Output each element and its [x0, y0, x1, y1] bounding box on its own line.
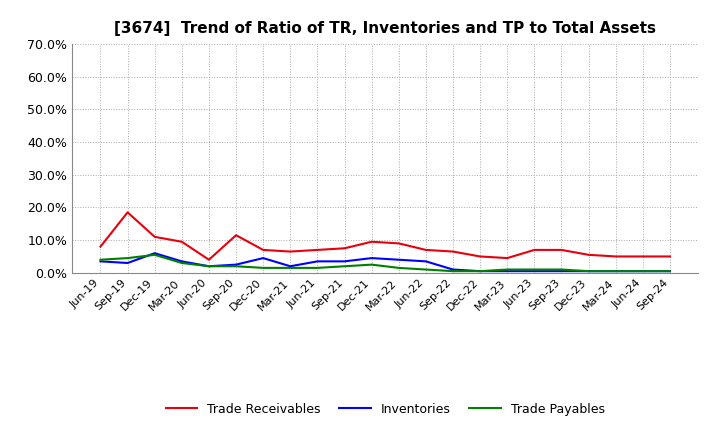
Trade Receivables — [341, 246, 349, 251]
Line: Trade Payables: Trade Payables — [101, 255, 670, 271]
Trade Payables — [341, 264, 349, 269]
Trade Payables — [96, 257, 105, 262]
Inventories — [421, 259, 430, 264]
Trade Receivables — [96, 244, 105, 249]
Trade Receivables — [178, 239, 186, 244]
Line: Inventories: Inventories — [101, 253, 670, 271]
Inventories — [639, 268, 647, 274]
Inventories — [204, 264, 213, 269]
Inventories — [367, 256, 376, 261]
Trade Receivables — [286, 249, 294, 254]
Trade Payables — [421, 267, 430, 272]
Trade Receivables — [367, 239, 376, 244]
Trade Payables — [530, 267, 539, 272]
Inventories — [259, 256, 268, 261]
Trade Receivables — [421, 247, 430, 253]
Trade Receivables — [584, 252, 593, 257]
Trade Receivables — [123, 210, 132, 215]
Trade Payables — [503, 267, 511, 272]
Legend: Trade Receivables, Inventories, Trade Payables: Trade Receivables, Inventories, Trade Pa… — [161, 398, 610, 421]
Trade Payables — [557, 267, 566, 272]
Trade Payables — [123, 256, 132, 261]
Trade Receivables — [639, 254, 647, 259]
Inventories — [611, 268, 620, 274]
Trade Receivables — [665, 254, 674, 259]
Inventories — [665, 268, 674, 274]
Trade Payables — [476, 268, 485, 274]
Trade Receivables — [313, 247, 322, 253]
Trade Receivables — [476, 254, 485, 259]
Trade Payables — [204, 264, 213, 269]
Title: [3674]  Trend of Ratio of TR, Inventories and TP to Total Assets: [3674] Trend of Ratio of TR, Inventories… — [114, 21, 656, 36]
Inventories — [476, 268, 485, 274]
Inventories — [178, 259, 186, 264]
Inventories — [232, 262, 240, 267]
Trade Receivables — [395, 241, 403, 246]
Trade Receivables — [503, 256, 511, 261]
Inventories — [557, 268, 566, 274]
Trade Receivables — [611, 254, 620, 259]
Trade Payables — [150, 252, 159, 257]
Inventories — [150, 250, 159, 256]
Inventories — [286, 264, 294, 269]
Trade Payables — [584, 268, 593, 274]
Inventories — [395, 257, 403, 262]
Trade Payables — [313, 265, 322, 271]
Trade Payables — [259, 265, 268, 271]
Inventories — [503, 268, 511, 274]
Trade Payables — [395, 265, 403, 271]
Trade Payables — [367, 262, 376, 267]
Trade Receivables — [449, 249, 457, 254]
Trade Receivables — [204, 257, 213, 262]
Trade Payables — [665, 268, 674, 274]
Inventories — [530, 268, 539, 274]
Inventories — [449, 267, 457, 272]
Inventories — [313, 259, 322, 264]
Trade Payables — [286, 265, 294, 271]
Inventories — [96, 259, 105, 264]
Line: Trade Receivables: Trade Receivables — [101, 213, 670, 260]
Trade Payables — [611, 268, 620, 274]
Inventories — [584, 268, 593, 274]
Trade Receivables — [557, 247, 566, 253]
Trade Receivables — [150, 234, 159, 239]
Trade Payables — [178, 260, 186, 266]
Trade Receivables — [259, 247, 268, 253]
Trade Payables — [639, 268, 647, 274]
Trade Receivables — [232, 233, 240, 238]
Inventories — [123, 260, 132, 266]
Trade Receivables — [530, 247, 539, 253]
Inventories — [341, 259, 349, 264]
Trade Payables — [449, 268, 457, 274]
Trade Payables — [232, 264, 240, 269]
